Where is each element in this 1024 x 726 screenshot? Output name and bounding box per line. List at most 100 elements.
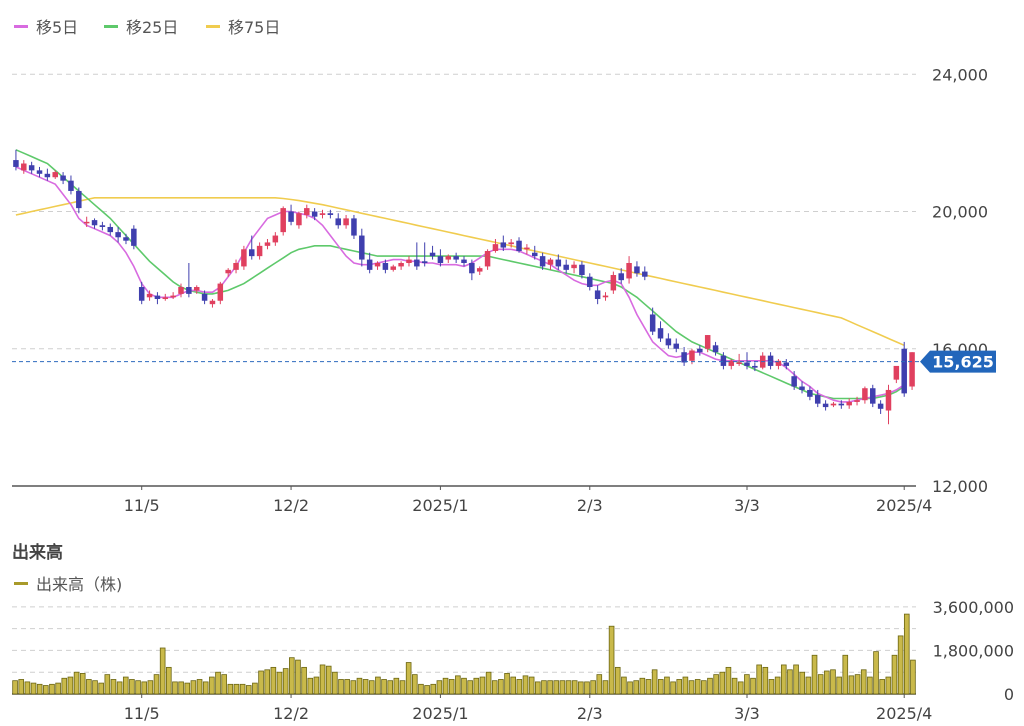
candle-body: [516, 240, 522, 251]
volume-bar: [602, 680, 609, 695]
volume-legend-item[interactable]: 出来高（株): [14, 571, 122, 595]
candle-body: [138, 287, 145, 301]
volume-bar: [848, 675, 855, 695]
volume-bar: [18, 679, 25, 695]
candle: [68, 175, 74, 195]
candle: [272, 232, 279, 246]
volume-bar: [55, 682, 61, 695]
volume-bar: [498, 679, 504, 695]
candle-body: [484, 250, 491, 267]
volume-bar: [190, 680, 197, 695]
volume-x-tick-label: 2025/1: [412, 704, 468, 723]
candle-body: [704, 335, 711, 349]
candle-body: [131, 228, 137, 246]
candle: [131, 225, 137, 250]
candlesticks: [13, 149, 915, 425]
legend-label-ma25: 移25日: [126, 18, 179, 37]
candle-body: [885, 389, 892, 411]
volume-bar: [215, 671, 221, 695]
legend-item-ma75[interactable]: 移75日: [206, 14, 280, 38]
volume-bar: [885, 676, 892, 695]
candle: [712, 341, 719, 356]
candle-body: [359, 235, 365, 260]
candle-body: [862, 388, 868, 401]
candle: [752, 362, 758, 372]
volume-bar: [209, 676, 215, 695]
candle-body: [877, 403, 884, 409]
candle-body: [437, 256, 444, 263]
candle: [626, 256, 632, 284]
volume-bar: [393, 677, 400, 695]
candle: [799, 381, 805, 394]
volume-bar: [578, 681, 584, 695]
candle: [492, 238, 499, 253]
volume-bar: [688, 680, 695, 695]
candle-body: [571, 264, 577, 269]
volume-x-tick-label: 2025/4: [876, 704, 932, 723]
volume-bar: [522, 675, 529, 695]
volume-x-tick-label: 11/5: [124, 704, 160, 723]
ma75-line: [15, 197, 905, 347]
volume-bar: [553, 680, 560, 695]
candle: [398, 261, 404, 270]
candle-body: [311, 211, 318, 217]
candle: [36, 166, 43, 178]
volume-x-tick-label: 12/2: [273, 704, 309, 723]
candle-body: [602, 295, 609, 298]
candle-body: [783, 362, 790, 366]
candle-body: [752, 365, 758, 368]
candle-body: [241, 249, 247, 267]
candle-body: [642, 271, 648, 277]
candle-body: [500, 242, 507, 248]
legend: 移5日 移25日 移75日: [0, 0, 1024, 50]
legend-item-ma5[interactable]: 移5日: [14, 14, 78, 38]
candle-body: [256, 245, 263, 257]
candle: [107, 223, 114, 236]
candle: [736, 353, 742, 366]
volume-bar: [313, 676, 320, 695]
volume-bar: [491, 680, 498, 695]
candle: [319, 209, 326, 219]
candle-body: [319, 213, 326, 215]
candle-body: [775, 360, 782, 366]
volume-bar: [362, 679, 369, 695]
candle-body: [469, 263, 475, 274]
volume-bar: [614, 666, 621, 695]
candle-body: [838, 403, 845, 406]
candle: [697, 345, 703, 356]
legend-item-ma25[interactable]: 移25日: [104, 14, 178, 38]
candle: [311, 208, 318, 221]
candle: [602, 292, 609, 301]
candle-body: [854, 400, 860, 402]
candle: [162, 293, 169, 301]
candle: [563, 259, 569, 274]
volume-bar: [295, 659, 301, 695]
candle: [744, 352, 750, 370]
price-x-tick-label: 2/3: [577, 496, 603, 515]
candle-body: [52, 172, 58, 178]
volume-bar: [196, 679, 203, 695]
candle: [44, 168, 51, 181]
candle: [343, 214, 349, 229]
candle: [374, 261, 381, 270]
volume-legend-label: 出来高（株): [36, 575, 123, 594]
candle-body: [429, 252, 436, 257]
candle-body: [99, 225, 106, 227]
price-x-tick-label: 2025/4: [876, 496, 932, 515]
candle: [99, 221, 106, 231]
candle-body: [634, 266, 640, 274]
candle-body: [154, 295, 161, 300]
candle-body: [830, 403, 837, 406]
volume-bar: [676, 679, 683, 695]
candle: [406, 256, 412, 267]
candle: [91, 218, 98, 229]
volume-bar: [258, 670, 264, 695]
candle-body: [217, 283, 224, 301]
volume-bar: [873, 651, 879, 695]
volume-bar: [547, 680, 553, 695]
volume-bar: [584, 681, 590, 695]
candle: [186, 263, 192, 298]
candle-body: [304, 208, 310, 215]
volume-bar: [301, 666, 307, 695]
